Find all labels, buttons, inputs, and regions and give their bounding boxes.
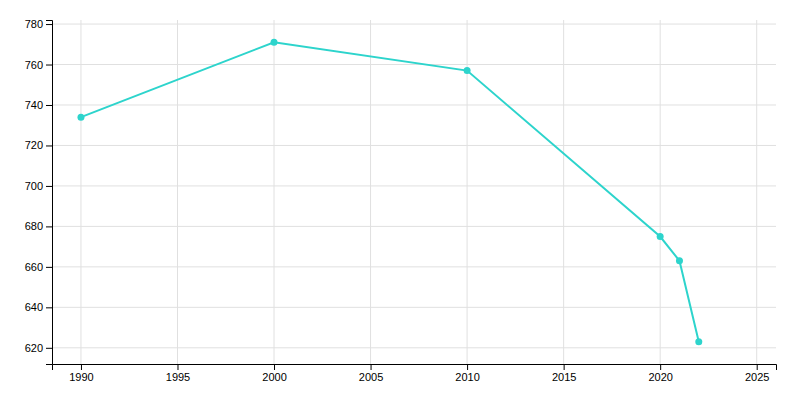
x-tick-label: 2010: [455, 371, 479, 383]
grid: [52, 20, 776, 364]
line: [81, 42, 699, 341]
x-tick-mark: [564, 364, 565, 370]
grid-line-x: [274, 20, 275, 364]
grid-line-y: [52, 266, 776, 267]
y-tick: 700: [25, 180, 52, 192]
x-tick-label: 2015: [552, 371, 576, 383]
point: [77, 114, 84, 121]
y-tick-mark: [46, 226, 52, 227]
y-tick-label: 760: [25, 59, 43, 71]
y-tick: 660: [25, 261, 52, 273]
y-tick: 680: [25, 220, 52, 232]
y-tick-mark: [46, 105, 52, 106]
grid-line-y: [52, 347, 776, 348]
grid-line-x: [563, 20, 564, 364]
y-axis: 620 640 660 680 700 720 740 760 780: [25, 18, 53, 364]
grid-line-y: [52, 185, 776, 186]
y-tick-label: 700: [25, 180, 43, 192]
x-tick-mark: [81, 364, 82, 370]
x-tick: 1995: [166, 364, 190, 383]
x-axis: 1990 1995 2000 2005 2010 2015 2020 2025: [53, 364, 777, 383]
y-tick: 780: [25, 18, 52, 30]
y-tick: 640: [25, 301, 52, 313]
y-tick-mark: [46, 24, 52, 25]
x-tick-label: 1990: [69, 371, 93, 383]
x-tick-mark: [757, 364, 758, 370]
x-tick: 2010: [455, 364, 479, 383]
y-tick: 620: [25, 342, 52, 354]
series: [77, 39, 702, 345]
x-tick-mark: [371, 364, 372, 370]
point: [657, 233, 664, 240]
x-tick: 1990: [69, 364, 93, 383]
grid-line-y: [52, 24, 776, 25]
y-tick-label: 780: [25, 18, 43, 30]
y-tick: 760: [25, 59, 52, 71]
y-tick-mark: [46, 267, 52, 268]
grid-line-x: [660, 20, 661, 364]
x-tick: 2005: [359, 364, 383, 383]
x-tick: 2025: [745, 364, 769, 383]
grid-line-y: [52, 226, 776, 227]
grid-line-y: [52, 104, 776, 105]
chart: 1990 1995 2000 2005 2010 2015 2020 2025 620 640 66…: [0, 0, 800, 400]
point: [676, 257, 683, 264]
grid-line-y: [52, 307, 776, 308]
plot: 1990 1995 2000 2005 2010 2015 2020 2025 620 640 66…: [25, 18, 777, 383]
x-tick-label: 1995: [166, 371, 190, 383]
point: [271, 39, 278, 46]
y-axis-line: [46, 21, 53, 365]
x-tick-mark: [177, 364, 178, 370]
x-tick-label: 2005: [359, 371, 383, 383]
x-tick: 2020: [648, 364, 672, 383]
y-tick-mark: [46, 65, 52, 66]
x-tick-mark: [467, 364, 468, 370]
point: [464, 67, 471, 74]
y-tick-label: 740: [25, 99, 43, 111]
grid-line-y: [52, 64, 776, 65]
y-tick-mark: [46, 145, 52, 146]
x-tick: 2000: [262, 364, 286, 383]
grid-line-x: [80, 20, 81, 364]
grid-line-x: [177, 20, 178, 364]
x-tick-label: 2025: [745, 371, 769, 383]
x-tick: 2015: [552, 364, 576, 383]
x-tick-mark: [660, 364, 661, 370]
y-tick: 720: [25, 139, 52, 151]
y-tick-mark: [46, 186, 52, 187]
x-axis-line: [53, 365, 777, 371]
y-tick-label: 660: [25, 261, 43, 273]
y-tick-mark: [46, 307, 52, 308]
y-tick: 740: [25, 99, 52, 111]
y-tick-label: 720: [25, 139, 43, 151]
x-tick-label: 2020: [648, 371, 672, 383]
y-tick-label: 680: [25, 220, 43, 232]
grid-line-x: [756, 20, 757, 364]
y-tick-mark: [46, 348, 52, 349]
grid-line-y: [52, 145, 776, 146]
y-tick-label: 640: [25, 301, 43, 313]
y-tick-label: 620: [25, 342, 43, 354]
point: [695, 338, 702, 345]
x-tick-mark: [274, 364, 275, 370]
x-tick-label: 2000: [262, 371, 286, 383]
grid-line-x: [370, 20, 371, 364]
